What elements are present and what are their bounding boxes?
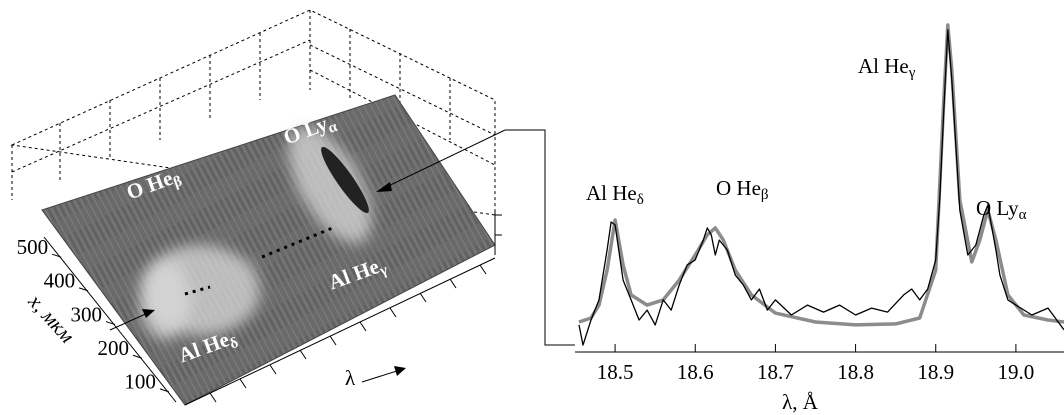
x-tick-label: 18.8 xyxy=(837,360,874,384)
lambda-arrow xyxy=(361,369,401,383)
lambda-arrow-head xyxy=(394,366,406,376)
y-axis xyxy=(43,236,177,403)
annotation-subscript: γ xyxy=(908,65,916,81)
y-tick-label: 300 xyxy=(71,302,103,326)
series-line xyxy=(578,23,1064,327)
lambda-axis-ticks xyxy=(209,264,487,403)
annotation-text: O He xyxy=(716,176,761,200)
surface-blobs xyxy=(140,126,372,340)
x-tick-label: 18.6 xyxy=(677,360,714,384)
x-tick-label: 18.9 xyxy=(917,360,954,384)
y-tick-label: 100 xyxy=(124,370,156,394)
annotation-text: O Ly xyxy=(976,196,1019,220)
x-axis-label: λ xyxy=(345,366,356,390)
y-tick-label: 200 xyxy=(97,336,129,360)
x-tick-label: 19.0 xyxy=(998,360,1035,384)
annotation: O Lyα xyxy=(976,196,1027,224)
annotation-subscript: β xyxy=(761,187,769,203)
annotation: O Heβ xyxy=(716,176,769,204)
y-tick xyxy=(105,321,116,326)
y-tick xyxy=(132,354,143,359)
lambda-axis xyxy=(184,257,496,406)
y-tick xyxy=(52,253,62,258)
annotation-text: Al He xyxy=(858,54,909,78)
arrow-line xyxy=(109,311,151,331)
arrow-head xyxy=(376,182,392,192)
annotation: Al Heγ xyxy=(858,54,916,82)
arrow-head xyxy=(142,309,155,318)
y-tick-label: 400 xyxy=(44,269,76,293)
annotation-subscript: α xyxy=(1019,207,1027,223)
bracket-line xyxy=(379,129,575,346)
surface-dark xyxy=(321,146,369,214)
y-tick xyxy=(159,388,170,393)
x-tick-label: 18.7 xyxy=(757,360,794,384)
y-tick xyxy=(78,287,89,292)
y-tick-label: 500 xyxy=(17,235,49,259)
x-tick-label: 18.5 xyxy=(597,360,634,384)
annotation: Al Heδ xyxy=(586,181,644,209)
x-axis-label: λ, Å xyxy=(782,390,819,414)
annotation-subscript: δ xyxy=(637,192,644,208)
series-line xyxy=(578,29,1064,346)
annotation-text: Al He xyxy=(586,181,637,205)
dotted-marker xyxy=(261,225,336,259)
